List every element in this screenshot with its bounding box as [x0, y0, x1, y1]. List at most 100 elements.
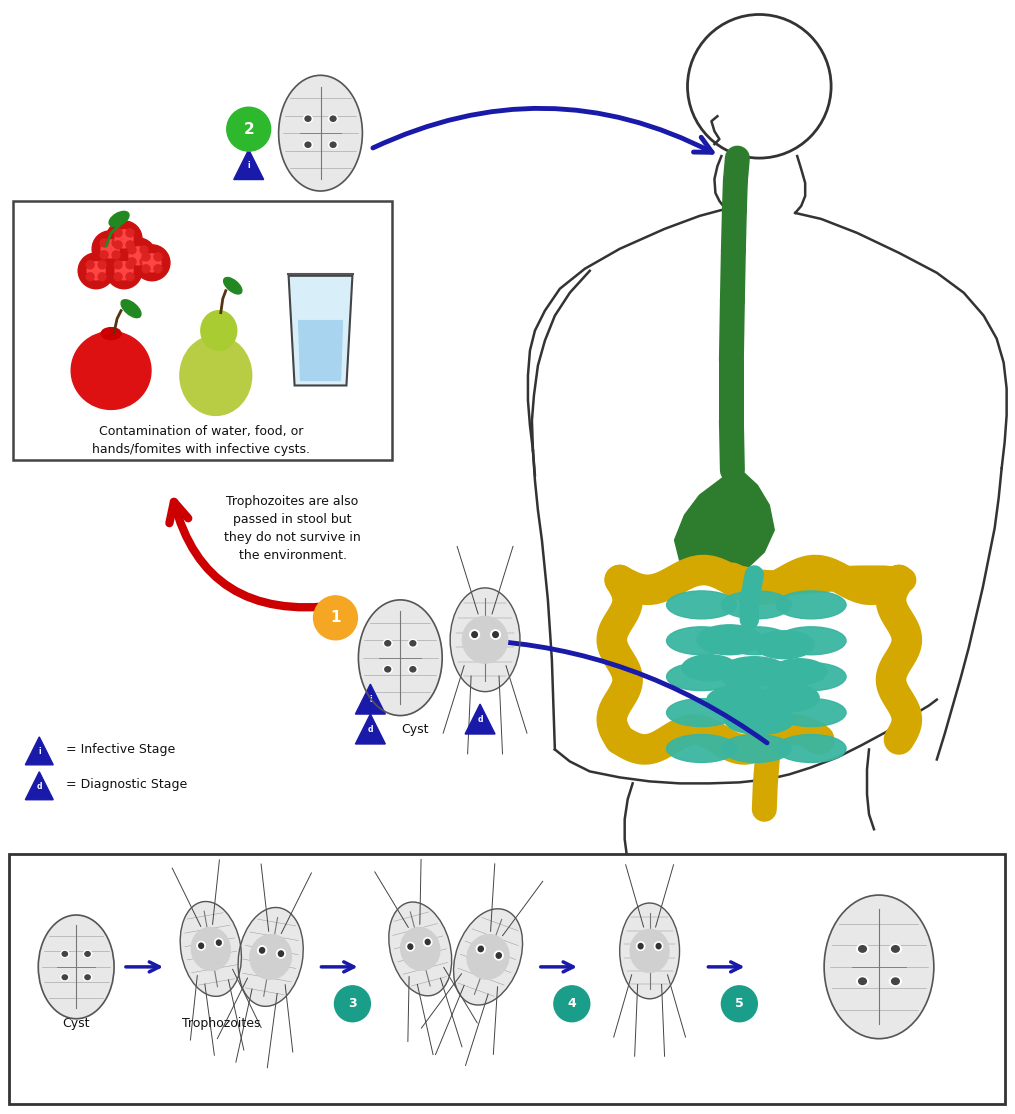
Ellipse shape	[408, 944, 413, 949]
Ellipse shape	[401, 928, 439, 970]
Polygon shape	[25, 772, 53, 800]
Ellipse shape	[383, 665, 393, 673]
Ellipse shape	[278, 951, 283, 957]
Ellipse shape	[389, 902, 452, 996]
Ellipse shape	[656, 944, 661, 949]
Circle shape	[112, 238, 120, 247]
Text: d: d	[477, 715, 483, 724]
Text: 3: 3	[348, 997, 356, 1010]
Ellipse shape	[722, 663, 792, 691]
Ellipse shape	[85, 975, 90, 979]
Circle shape	[115, 229, 133, 247]
Circle shape	[554, 986, 590, 1022]
Text: Cyst: Cyst	[63, 1017, 90, 1029]
Text: 2: 2	[244, 121, 254, 137]
Text: i: i	[38, 747, 41, 756]
Circle shape	[100, 251, 108, 258]
Ellipse shape	[425, 939, 430, 945]
Ellipse shape	[329, 141, 338, 148]
Ellipse shape	[83, 950, 91, 957]
Ellipse shape	[754, 631, 814, 658]
Ellipse shape	[490, 629, 500, 639]
Circle shape	[114, 241, 122, 248]
Ellipse shape	[492, 632, 498, 637]
Ellipse shape	[330, 143, 336, 147]
Ellipse shape	[454, 909, 523, 1005]
Ellipse shape	[423, 938, 431, 946]
Polygon shape	[298, 321, 342, 381]
Circle shape	[92, 231, 128, 266]
Ellipse shape	[682, 655, 737, 681]
Ellipse shape	[408, 665, 417, 673]
Ellipse shape	[71, 332, 151, 410]
Ellipse shape	[707, 685, 771, 714]
Ellipse shape	[276, 949, 285, 958]
Polygon shape	[355, 684, 386, 714]
Ellipse shape	[223, 277, 242, 294]
Circle shape	[126, 241, 134, 248]
Ellipse shape	[62, 975, 67, 979]
Circle shape	[128, 257, 136, 266]
Ellipse shape	[201, 311, 236, 351]
Ellipse shape	[385, 666, 391, 672]
Circle shape	[314, 596, 357, 639]
Circle shape	[335, 986, 370, 1022]
Circle shape	[140, 246, 148, 254]
Ellipse shape	[61, 974, 69, 980]
Circle shape	[114, 261, 122, 268]
Ellipse shape	[472, 632, 477, 637]
Text: Trophozoites: Trophozoites	[182, 1017, 260, 1029]
Ellipse shape	[891, 946, 899, 952]
Ellipse shape	[109, 212, 129, 226]
Circle shape	[226, 107, 271, 152]
Text: d: d	[367, 725, 374, 734]
Circle shape	[722, 986, 757, 1022]
Ellipse shape	[721, 657, 789, 686]
Circle shape	[107, 253, 142, 289]
Ellipse shape	[776, 734, 847, 762]
Ellipse shape	[121, 300, 141, 317]
Ellipse shape	[85, 951, 90, 956]
Ellipse shape	[303, 141, 313, 148]
Ellipse shape	[697, 625, 762, 655]
Circle shape	[112, 251, 120, 258]
Ellipse shape	[467, 935, 509, 979]
Circle shape	[86, 273, 94, 281]
Ellipse shape	[771, 658, 826, 685]
Ellipse shape	[239, 908, 303, 1006]
Circle shape	[98, 261, 107, 268]
Ellipse shape	[725, 704, 794, 734]
Ellipse shape	[776, 590, 847, 619]
FancyArrowPatch shape	[373, 108, 713, 153]
Ellipse shape	[463, 616, 508, 663]
Ellipse shape	[638, 944, 644, 949]
Ellipse shape	[102, 328, 121, 340]
Ellipse shape	[329, 115, 338, 123]
FancyBboxPatch shape	[9, 854, 1005, 1104]
Circle shape	[143, 254, 161, 272]
Text: = Diagnostic Stage: = Diagnostic Stage	[66, 778, 188, 791]
Polygon shape	[465, 704, 495, 734]
Text: i: i	[248, 160, 250, 169]
Circle shape	[142, 253, 150, 261]
Ellipse shape	[214, 938, 223, 947]
Ellipse shape	[776, 663, 847, 691]
Circle shape	[120, 238, 156, 274]
Ellipse shape	[61, 950, 69, 957]
Ellipse shape	[197, 941, 205, 950]
Circle shape	[86, 261, 94, 268]
Circle shape	[78, 253, 114, 289]
Ellipse shape	[667, 627, 736, 655]
Ellipse shape	[667, 590, 736, 619]
Circle shape	[114, 228, 122, 237]
Ellipse shape	[199, 944, 204, 948]
Circle shape	[115, 262, 133, 280]
Ellipse shape	[667, 663, 736, 691]
Ellipse shape	[385, 641, 391, 646]
Ellipse shape	[410, 666, 416, 672]
Ellipse shape	[478, 946, 483, 951]
Ellipse shape	[722, 734, 792, 762]
Ellipse shape	[857, 945, 869, 954]
Ellipse shape	[630, 929, 669, 973]
Ellipse shape	[216, 940, 221, 946]
